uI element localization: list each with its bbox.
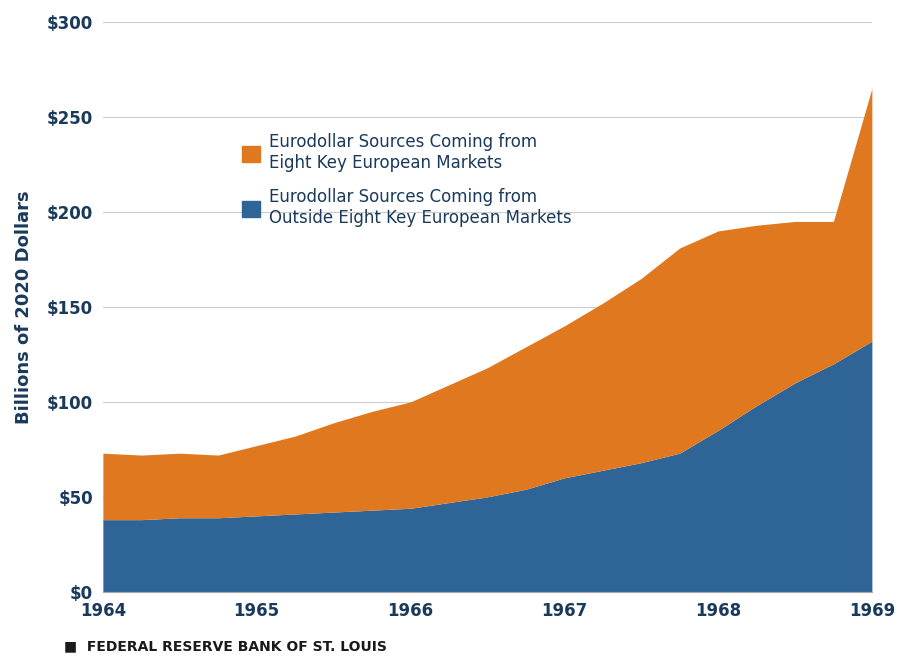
Y-axis label: Billions of 2020 Dollars: Billions of 2020 Dollars [15, 190, 33, 424]
Legend: Eurodollar Sources Coming from
Eight Key European Markets, Eurodollar Sources Co: Eurodollar Sources Coming from Eight Key… [242, 133, 571, 227]
Text: ■  FEDERAL RESERVE BANK OF ST. LOUIS: ■ FEDERAL RESERVE BANK OF ST. LOUIS [64, 639, 387, 653]
